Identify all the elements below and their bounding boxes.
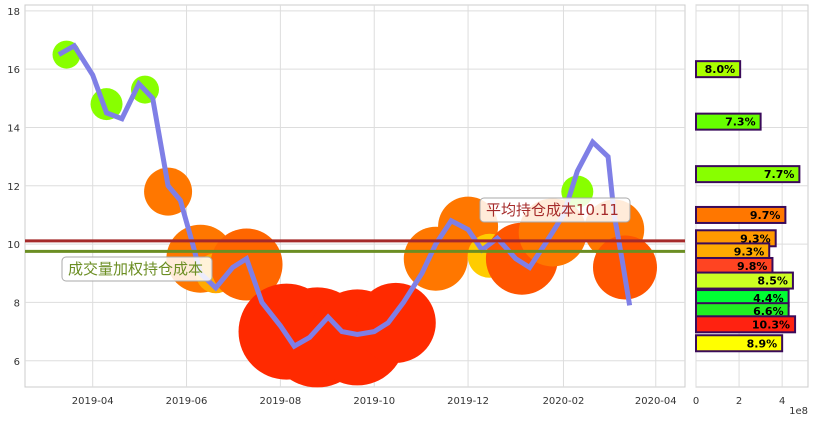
bar-label: 9.7% [750,209,781,222]
x-tick-label: 2019-12 [447,396,489,407]
y-tick-label: 18 [7,7,20,18]
y-tick-label: 16 [7,65,20,76]
x-tick-label: 2019-10 [353,396,395,407]
cost-label-box [479,197,631,223]
bar-label: 7.7% [764,168,795,181]
y-tick-label: 12 [7,182,20,193]
price-line [57,42,633,350]
y-tick-label: 6 [14,357,20,368]
volume-bar [695,112,762,131]
x-tick-label: 2019-08 [259,396,301,407]
bar-label: 10.3% [752,318,790,331]
cost-label-box [61,256,213,282]
volume-blob [355,282,436,363]
cost-label: 平均持仓成本10.11 [486,201,619,219]
cost-label: 成交量加权持仓成本 [68,260,203,278]
y-tick-label: 10 [7,240,20,251]
bar-label: 4.4% [753,292,784,305]
x-unit-label: 1e8 [789,406,808,417]
x-tick-label: 2020-04 [635,396,677,407]
x-tick-label: 2020-02 [543,396,585,407]
bar-label: 8.5% [757,275,788,288]
bar-label: 8.0% [705,63,736,76]
volume-bar [695,315,797,334]
x-tick-label: 2019-06 [166,396,208,407]
x-tick-label: 0 [693,396,699,407]
x-tick-label: 2 [736,396,742,407]
x-tick-label: 2019-04 [72,396,114,407]
volume-bar [695,334,784,353]
y-tick-label: 8 [14,298,20,309]
bar-label: 7.3% [725,116,756,129]
bar-label: 9.8% [737,260,768,273]
bar-label: 8.9% [747,337,778,350]
volume-bar [695,60,742,79]
volume-bar [695,205,787,224]
volume-bar [695,165,801,184]
y-tick-label: 14 [7,123,20,134]
bar-label: 9.3% [734,245,765,258]
volume-bar [695,271,794,290]
x-tick-label: 4 [779,396,785,407]
bar-label: 9.3% [740,232,771,245]
bar-label: 6.6% [753,305,784,318]
